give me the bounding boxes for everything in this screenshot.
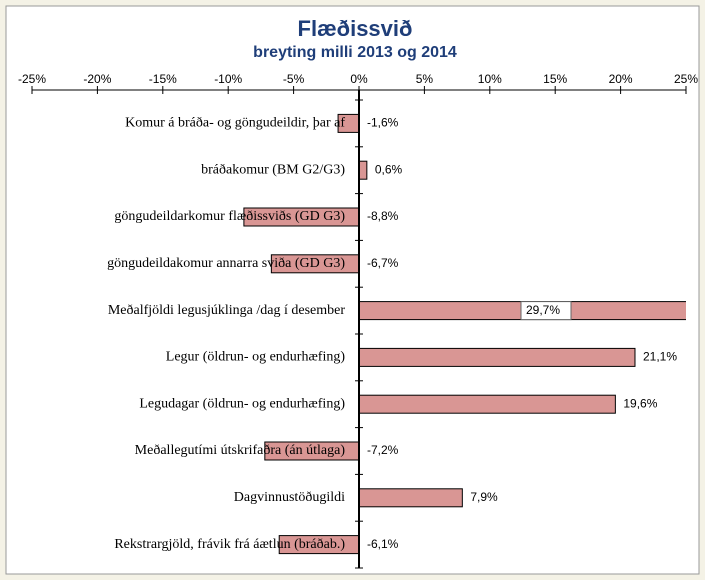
category-label: Legur (öldrun- og endurhæfing) — [166, 350, 346, 365]
x-tick-label: 15% — [543, 72, 567, 86]
category-label: göngudeildakomur annarra sviða (GD G3) — [107, 256, 345, 271]
x-tick-label: -20% — [83, 72, 111, 86]
x-tick-label: -15% — [149, 72, 177, 86]
x-tick-label: -10% — [214, 72, 242, 86]
value-label: -7,2% — [367, 443, 399, 457]
x-tick-label: -25% — [18, 72, 46, 86]
category-label: göngudeildarkomur flæðissviðs (GD G3) — [114, 209, 345, 224]
x-tick-label: 0% — [350, 72, 368, 86]
value-label: -1,6% — [367, 116, 399, 130]
x-tick-label: 10% — [478, 72, 502, 86]
value-label: 21,1% — [643, 350, 677, 364]
chart-area — [5, 5, 700, 575]
x-tick-label: 5% — [416, 72, 434, 86]
category-label: Rekstrargjöld, frávik frá áætlun (bráðab… — [114, 537, 345, 552]
value-label: 0,6% — [375, 162, 403, 176]
chart-subtitle: breyting milli 2013 og 2014 — [253, 44, 457, 61]
bar — [358, 160, 368, 180]
value-label-box — [520, 301, 572, 321]
category-label: Meðallegutími útskrifaðra (án útlaga) — [135, 443, 346, 458]
category-label: Meðalfjöldi legusjúklinga /dag í desembe… — [108, 303, 346, 318]
category-label: bráðakomur (BM G2/G3) — [201, 162, 345, 177]
category-label: Dagvinnustöðugildi — [234, 490, 345, 505]
bar — [358, 347, 636, 367]
chart-title: Flæðissvið — [298, 16, 413, 41]
x-tick-label: 25% — [674, 72, 698, 86]
category-label: Legudagar (öldrun- og endurhæfing) — [139, 396, 345, 411]
x-tick-label: -5% — [283, 72, 305, 86]
value-label: 29,7% — [526, 303, 560, 317]
value-label: -6,7% — [367, 256, 399, 270]
bar — [358, 394, 616, 414]
value-label: 19,6% — [623, 396, 657, 410]
category-label: Komur á bráða- og göngudeildir, þar af — [125, 116, 345, 131]
value-label: 7,9% — [470, 490, 498, 504]
value-label: -6,1% — [367, 537, 399, 551]
x-tick-label: 20% — [609, 72, 633, 86]
bar — [358, 488, 463, 508]
value-label: -8,8% — [367, 209, 399, 223]
